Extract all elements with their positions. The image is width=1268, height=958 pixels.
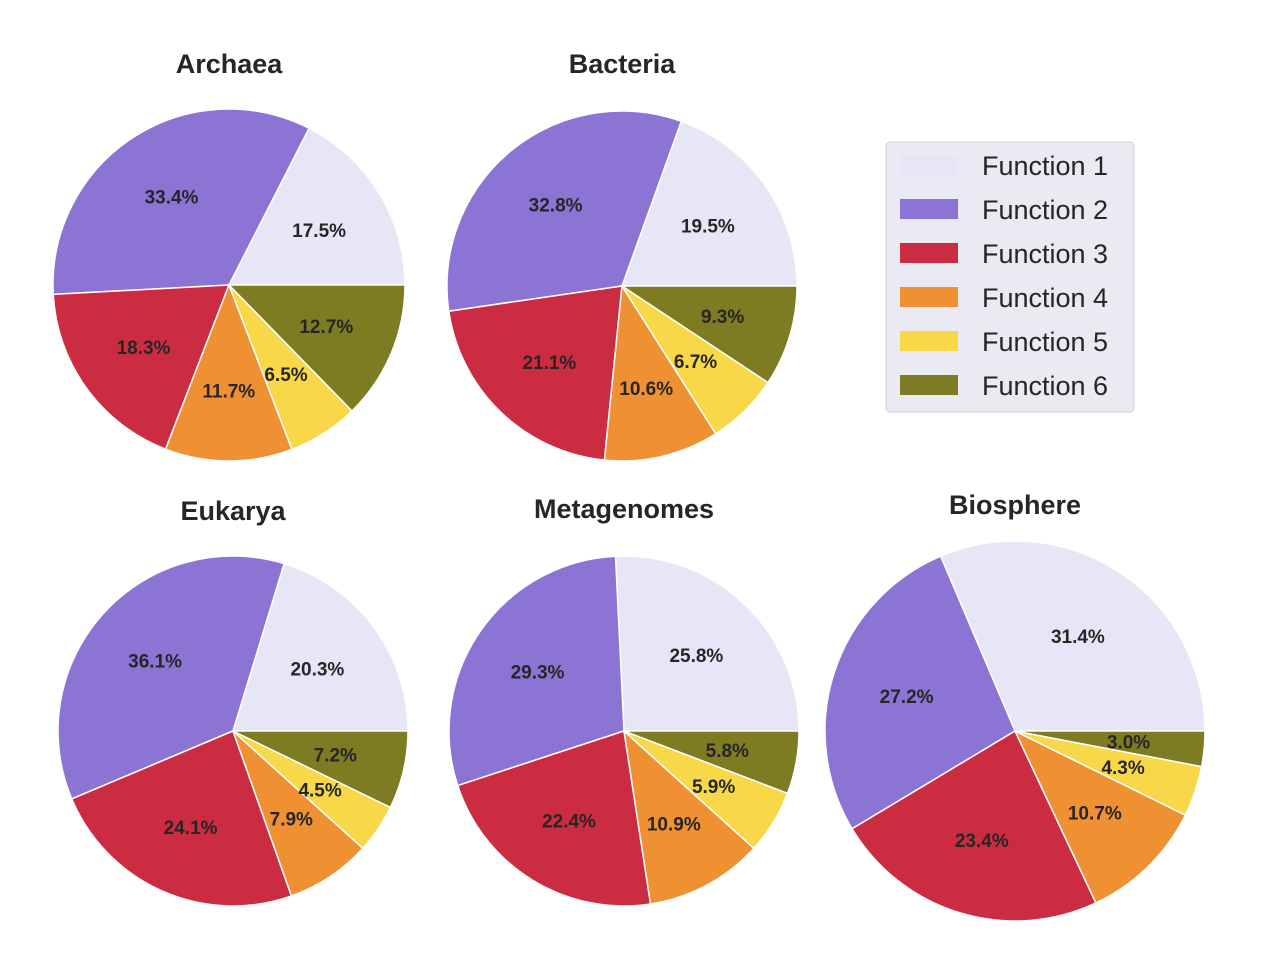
biosphere-pie-title: Biosphere [949,490,1081,520]
bacteria-slice-function-6 [619,285,798,384]
eukarya-pct-label-function-2: 36.1% [128,652,182,673]
archaea-pct-label-function-5: 6.5% [264,365,307,386]
legend-label-function-1: Function 1 [982,151,1108,181]
biosphere-pct-label-function-3: 23.4% [955,831,1009,852]
archaea-pct-label-function-2: 33.4% [145,187,199,208]
biosphere-pct-label-function-5: 4.3% [1101,758,1144,779]
bacteria-pct-label-function-2: 32.8% [529,196,583,217]
legend-swatch-function-4 [900,287,958,307]
metagenomes-pct-label-function-1: 25.8% [669,646,723,667]
biosphere-pct-label-function-4: 10.7% [1068,803,1122,824]
biosphere-slice-function-4 [1013,729,1187,904]
eukarya-slice-function-3 [70,730,293,907]
bacteria-pct-label-function-3: 21.1% [522,353,576,374]
eukarya-pct-label-function-1: 20.3% [290,660,344,681]
bacteria-pct-label-function-6: 9.3% [701,307,744,328]
eukarya-pie-title: Eukarya [180,496,286,526]
metagenomes-slice-function-2 [448,555,625,787]
metagenomes-pie: Metagenomes 25.8% 29.3% 22.4% 10.9% 5.9% 5.8% [448,494,800,907]
bacteria-slice-function-3 [447,285,623,461]
bacteria-pct-label-function-4: 10.6% [619,379,673,400]
eukarya-slice-function-6 [232,730,409,809]
legend-swatch-function-1 [900,155,958,175]
eukarya-pct-label-function-6: 7.2% [314,746,357,767]
bacteria-pie: Bacteria 19.5% 32.8% 21.1% 10.6%6.7% 9.3% [446,49,798,462]
metagenomes-pct-label-function-6: 5.8% [706,741,749,762]
metagenomes-pct-label-function-3: 22.4% [542,812,596,833]
archaea-slice-function-2 [52,108,311,296]
archaea-slice-function-3 [52,284,231,451]
bacteria-slice-function-1 [620,120,798,287]
biosphere-slice-function-3 [851,729,1097,922]
legend: Function 1 Function 2 Function 3 Function 4… [885,141,1135,413]
metagenomes-slice-function-3 [456,730,652,907]
biosphere-slice-function-1 [939,540,1206,732]
archaea-pct-label-function-4: 11.7% [202,382,255,403]
metagenomes-slice-function-4 [622,729,755,905]
archaea-pie: Archaea 17.5% 33.4% 18.3% 11.7% 6.5% 12.7% [52,49,406,462]
metagenomes-slice-function-6 [623,730,800,795]
bacteria-pie-title: Bacteria [569,49,677,79]
metagenomes-pct-label-function-5: 5.9% [692,777,735,798]
archaea-pct-label-function-1: 17.5% [292,221,346,242]
metagenomes-slice-function-1 [614,555,800,732]
pie-charts: Archaea 17.5% 33.4% 18.3% 11.7% 6.5% 12.7% Bact… [52,49,1206,922]
legend-label-function-2: Function 2 [982,195,1108,225]
bacteria-slice-function-2 [446,110,683,313]
legend-label-function-4: Function 4 [982,283,1108,313]
biosphere-slice-function-6 [1014,730,1206,768]
legend-swatch-function-5 [900,331,958,351]
legend-label-function-6: Function 6 [982,371,1108,401]
bacteria-slice-function-4 [603,283,717,462]
metagenomes-pct-label-function-2: 29.3% [511,663,565,684]
eukarya-pct-label-function-4: 7.9% [270,809,313,830]
eukarya-slice-function-2 [57,555,286,800]
metagenomes-pct-label-function-4: 10.9% [647,814,701,835]
eukarya-slice-function-1 [231,562,409,732]
biosphere-pct-label-function-2: 27.2% [880,687,934,708]
metagenomes-pie-title: Metagenomes [534,494,714,524]
biosphere-pct-label-function-1: 31.4% [1051,627,1105,648]
eukarya-pct-label-function-5: 4.5% [298,781,341,802]
biosphere-slice-function-2 [824,555,1016,830]
legend-label-function-5: Function 5 [982,327,1108,357]
legend-swatch-function-3 [900,243,958,263]
eukarya-pie: Eukarya 20.3% 36.1% 24.1% 7.9% 4.5% 7.2% [57,496,409,907]
eukarya-pct-label-function-3: 24.1% [164,818,218,839]
archaea-pie-title: Archaea [176,49,284,79]
biosphere-pie: Biosphere 31.4% 27.2% 23.4% 10.7% 4.3% 3.0% [824,490,1206,922]
archaea-slice-function-4 [164,282,293,462]
archaea-pct-label-function-6: 12.7% [299,317,353,338]
legend-swatch-function-2 [900,199,958,219]
legend-label-function-3: Function 3 [982,239,1108,269]
bacteria-pct-label-function-5: 6.7% [674,352,717,373]
archaea-slice-function-1 [227,127,406,286]
legend-swatch-function-6 [900,375,958,395]
bacteria-pct-label-function-1: 19.5% [681,217,735,238]
archaea-pct-label-function-3: 18.3% [117,338,171,359]
archaea-slice-function-6 [227,284,406,412]
biosphere-pct-label-function-6: 3.0% [1107,733,1150,754]
